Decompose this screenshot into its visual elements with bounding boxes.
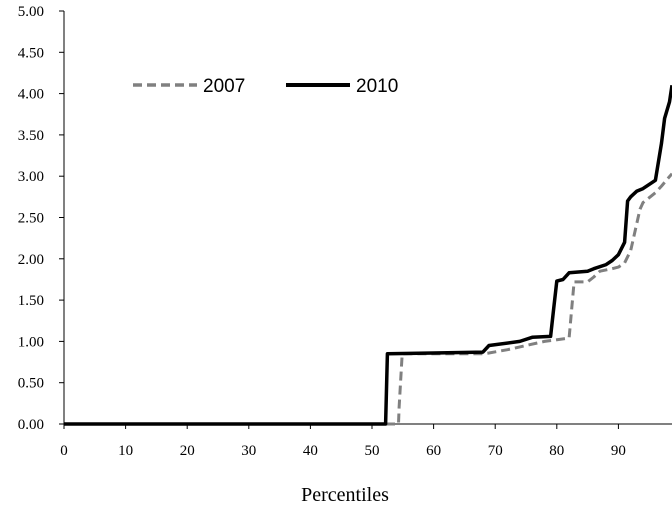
x-tick-label: 90 [611,443,626,459]
y-tick-label: 1.50 [18,293,44,309]
x-axis-ticks: 0 10 20 30 40 50 60 70 80 90 [60,424,626,459]
legend: 2007 2010 [133,76,398,97]
x-tick-label: 50 [365,443,380,459]
x-tick-label: 10 [118,443,133,459]
series-line-2010 [64,85,672,426]
x-tick-label: 30 [241,443,256,459]
x-tick-label: 80 [549,443,564,459]
series-group [64,85,672,426]
y-tick-label: 0.50 [18,376,44,392]
x-tick-label: 60 [426,443,441,459]
legend-label-2010: 2010 [356,76,398,97]
y-tick-label: 4.50 [18,45,44,61]
x-tick-label: 0 [60,443,68,459]
x-tick-label: 40 [303,443,318,459]
axes [63,11,672,425]
x-tick-label: 70 [488,443,503,459]
y-tick-label: 0.00 [18,417,44,433]
y-tick-label: 5.00 [18,4,44,20]
y-tick-label: 4.00 [18,87,44,103]
y-tick-label: 3.00 [18,169,44,185]
y-tick-label: 3.50 [18,128,44,144]
y-tick-label: 2.50 [18,211,44,227]
legend-label-2007: 2007 [203,76,245,97]
y-axis-ticks: 0.00 0.50 1.00 1.50 2.00 2.50 3.00 3.50 4.00 4.50… [18,4,64,433]
x-axis-label: Percentiles [301,484,389,506]
x-tick-label: 20 [180,443,195,459]
y-tick-label: 2.00 [18,252,44,268]
y-tick-label: 1.00 [18,334,44,350]
series-line-2007 [64,172,672,426]
